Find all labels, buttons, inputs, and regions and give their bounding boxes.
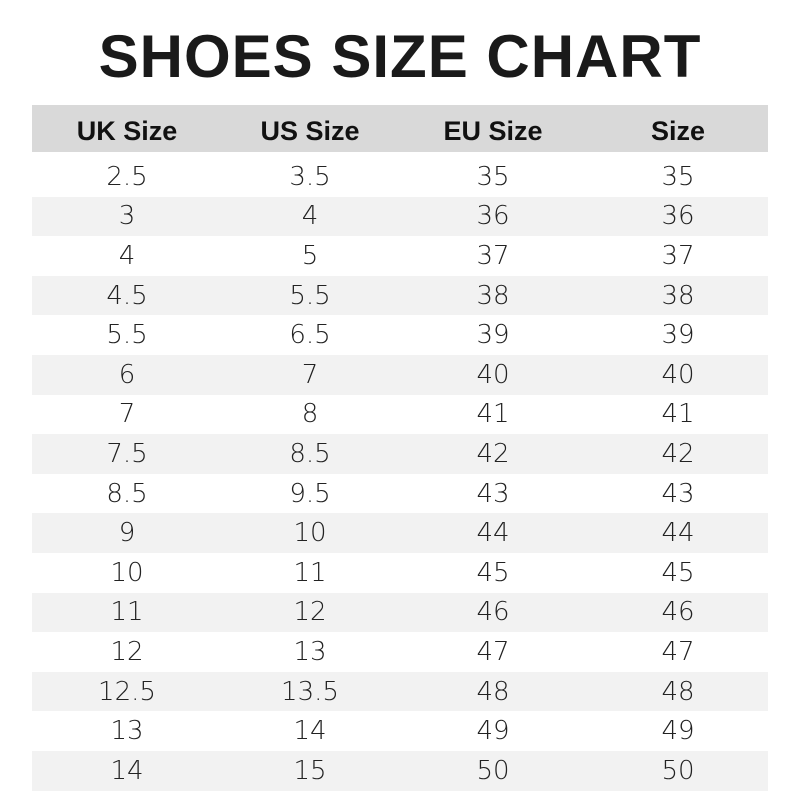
cell-size: 49: [661, 716, 695, 747]
cell-eu: 49: [476, 716, 510, 747]
column-header-size: Size: [650, 116, 706, 146]
cell-uk: 8.5: [106, 478, 148, 509]
cell-uk: 3: [118, 201, 136, 232]
cell-uk: 9: [118, 518, 136, 549]
table-row: 11 12 46 46: [32, 592, 768, 633]
cell-size: 43: [661, 478, 695, 509]
cell-us: 8.5: [289, 438, 331, 469]
column-header-eu: EU Size: [443, 116, 543, 146]
cell-us: 5.5: [289, 280, 331, 311]
cell-us: 14: [293, 716, 327, 747]
cell-size: 48: [661, 676, 695, 707]
table-row: 7.5 8.5 42 42: [32, 434, 768, 474]
table-row: 8.5 9.5 43 43: [32, 474, 768, 514]
cell-eu: 45: [476, 557, 510, 588]
cell-eu: 44: [476, 518, 510, 549]
table-row: 13 14 49 49: [32, 711, 768, 751]
table-row: 10 11 45 45: [32, 553, 768, 593]
cell-uk: 14: [110, 755, 144, 786]
cell-us: 8: [301, 399, 319, 430]
table-row: 3 4 36 36: [32, 196, 768, 237]
cell-eu: 39: [476, 320, 510, 351]
cell-eu: 36: [476, 201, 510, 232]
cell-eu: 38: [476, 280, 510, 311]
cell-size: 42: [661, 438, 695, 469]
cell-us: 12: [293, 597, 327, 628]
cell-size: 46: [661, 597, 695, 628]
cell-size: 36: [661, 201, 695, 232]
table-header: UK Size US Size EU Size Size: [32, 105, 768, 152]
cell-uk: 13: [110, 716, 144, 747]
cell-eu: 48: [476, 676, 510, 707]
table-row: 14 15 50 50: [32, 750, 768, 791]
cell-uk: 4.5: [106, 280, 148, 311]
cell-us: 10: [293, 518, 327, 549]
cell-uk: 4: [118, 240, 136, 271]
cell-uk: 5.5: [106, 320, 148, 351]
cell-size: 44: [661, 518, 695, 549]
chart-title: SHOES SIZE CHART: [98, 23, 702, 90]
cell-eu: 41: [476, 399, 510, 430]
cell-us: 4: [301, 201, 319, 232]
table-row: 6 7 40 40: [32, 354, 768, 395]
size-table: UK Size US Size EU Size Size 2.5 3.5 35 35 3…: [32, 105, 768, 791]
cell-size: 47: [661, 636, 695, 667]
table-row: 12.5 13.5 48 48: [32, 671, 768, 712]
cell-size: 40: [661, 359, 695, 390]
table-body: 2.5 3.5 35 35 3 4 36 36 4 5 37 37 4.5 5.5 38 38 5.5 6.5 39…: [32, 157, 768, 791]
table-row: 7 8 41 41: [32, 395, 768, 435]
cell-uk: 2.5: [106, 161, 148, 192]
cell-eu: 43: [476, 478, 510, 509]
cell-uk: 12.5: [98, 676, 156, 707]
table-row: 9 10 44 44: [32, 513, 768, 553]
table-row: 12 13 47 47: [32, 632, 768, 672]
cell-uk: 7: [118, 399, 136, 430]
cell-us: 9.5: [289, 478, 331, 509]
cell-uk: 7.5: [106, 438, 148, 469]
cell-eu: 37: [476, 240, 510, 271]
cell-us: 11: [293, 557, 327, 588]
cell-uk: 6: [118, 359, 136, 390]
cell-eu: 46: [476, 597, 510, 628]
table-row: 4.5 5.5 38 38: [32, 275, 768, 316]
cell-eu: 35: [476, 161, 510, 192]
cell-us: 6.5: [289, 320, 331, 351]
cell-us: 13: [293, 636, 327, 667]
cell-size: 39: [661, 320, 695, 351]
cell-us: 13.5: [281, 676, 339, 707]
cell-eu: 42: [476, 438, 510, 469]
cell-eu: 40: [476, 359, 510, 390]
table-row: 2.5 3.5 35 35: [32, 157, 768, 197]
cell-us: 15: [293, 755, 327, 786]
cell-size: 45: [661, 557, 695, 588]
cell-us: 7: [301, 359, 319, 390]
table-row: 5.5 6.5 39 39: [32, 315, 768, 355]
cell-us: 5: [301, 240, 319, 271]
cell-size: 38: [661, 280, 695, 311]
cell-eu: 50: [476, 755, 510, 786]
cell-size: 37: [661, 240, 695, 271]
cell-uk: 12: [110, 636, 144, 667]
column-header-us: US Size: [260, 116, 360, 146]
cell-size: 41: [661, 399, 695, 430]
cell-uk: 11: [110, 597, 144, 628]
cell-uk: 10: [110, 557, 144, 588]
cell-size: 50: [661, 755, 695, 786]
cell-eu: 47: [476, 636, 510, 667]
column-header-uk: UK Size: [76, 116, 178, 146]
table-row: 4 5 37 37: [32, 236, 768, 276]
cell-us: 3.5: [289, 161, 331, 192]
cell-size: 35: [661, 161, 695, 192]
